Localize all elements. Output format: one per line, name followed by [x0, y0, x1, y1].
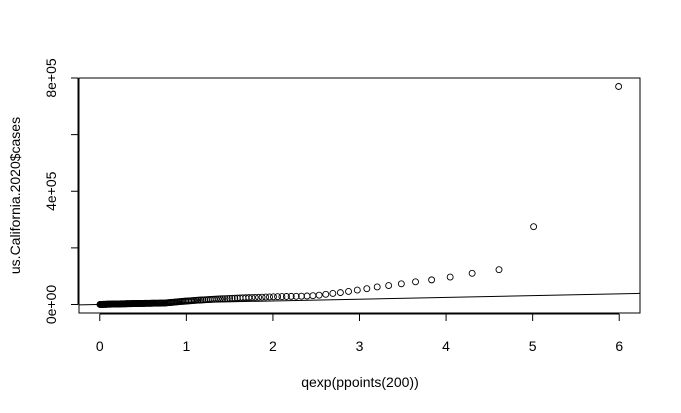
- data-point: [258, 293, 266, 301]
- y-tick-label: 4e+05: [43, 171, 59, 211]
- data-point: [373, 283, 381, 291]
- x-tick-label: 3: [356, 338, 364, 354]
- data-point: [353, 286, 361, 294]
- data-point: [615, 83, 623, 90]
- x-tick-label: 5: [529, 338, 537, 354]
- data-point: [412, 278, 419, 286]
- data-point: [468, 269, 476, 277]
- data-points: [96, 83, 623, 308]
- data-point: [233, 294, 241, 302]
- data-point: [329, 290, 337, 297]
- data-point: [270, 293, 277, 301]
- x-tick-label: 6: [615, 338, 623, 354]
- y-tick-label: 8e+05: [43, 58, 59, 98]
- data-point: [363, 285, 371, 293]
- data-point: [428, 276, 436, 284]
- y-axis-label: us.California.2020$cases: [7, 117, 23, 274]
- y-axis: 0e+00 4e+05 8e+05: [43, 58, 79, 325]
- data-point: [287, 292, 295, 300]
- x-tick-label: 4: [442, 338, 450, 354]
- data-point: [336, 289, 344, 297]
- data-point: [397, 280, 405, 288]
- data-point: [231, 294, 239, 302]
- data-point: [530, 223, 538, 231]
- x-tick-label: 1: [182, 338, 190, 354]
- data-point: [274, 293, 282, 301]
- data-point: [385, 282, 393, 289]
- x-axis-label: qexp(ppoints(200)): [301, 374, 419, 390]
- plot-frame: [78, 77, 641, 314]
- x-tick-label: 0: [96, 338, 104, 354]
- data-point: [315, 291, 323, 299]
- data-point: [278, 293, 286, 301]
- x-axis: 0 1 2 3 4 5 6: [96, 313, 623, 354]
- x-tick-label: 2: [269, 338, 277, 354]
- data-point: [262, 293, 270, 301]
- data-point: [255, 293, 263, 301]
- data-point: [251, 293, 259, 301]
- data-point: [303, 292, 311, 300]
- data-point: [266, 293, 273, 301]
- data-point: [248, 294, 256, 301]
- data-point: [446, 273, 454, 281]
- data-point: [292, 292, 300, 300]
- data-point: [495, 266, 503, 274]
- reference-line: [78, 292, 641, 306]
- data-point: [322, 290, 330, 298]
- y-tick-label: 0e+00: [43, 285, 59, 325]
- data-point: [345, 288, 352, 295]
- data-point: [309, 292, 317, 300]
- data-point: [282, 293, 290, 300]
